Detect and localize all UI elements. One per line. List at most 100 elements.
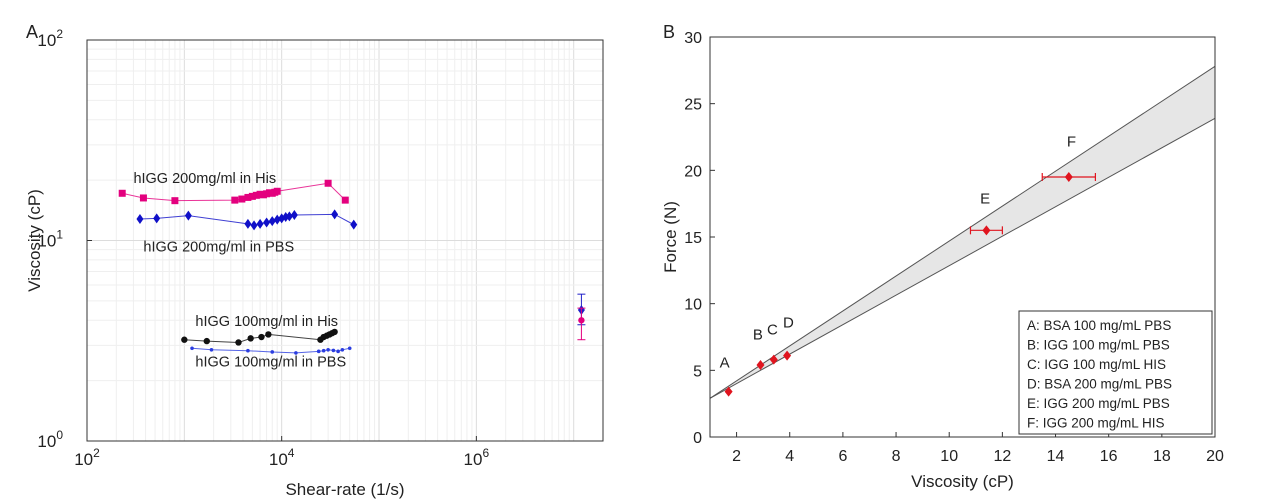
x-tick-label-a: 102 [74,446,100,469]
data-point-a [139,194,147,202]
data-point-a [136,214,144,225]
chart-b: 2 4 6 8 10 12 14 16 18 20 0 5 10 15 20 25 30 Viscosity (c… [661,30,1224,491]
panel-b-label: B [663,22,675,42]
y-axis-label-a: Viscosity (cP) [25,189,44,292]
data-point-b [1064,172,1073,182]
data-point-a [268,216,276,227]
y-tick-label-b: 5 [693,363,702,380]
y-tick-label-a: 100 [37,428,63,451]
legend-box [1018,310,1213,435]
data-point-a [294,351,298,355]
band-upper-line [709,65,1216,399]
x-tick-exponent-a: 4 [288,446,295,460]
data-point-a [321,348,326,353]
x-tick-label-a: 106 [464,446,490,469]
series-annotation-a: hIGG 200mg/ml in PBS [143,240,294,256]
legend-entry: B: IGG 100 mg/mL PBS [1027,338,1170,353]
point-label-b: C [767,321,778,338]
data-point-a [290,210,298,221]
data-point-a [181,336,188,343]
x-tick-label-b: 6 [838,448,847,465]
band-lower-line [709,117,1216,399]
y-tick-label-b: 0 [693,430,702,447]
x-tick-label-b: 14 [1047,448,1065,465]
data-point-a [231,196,239,204]
x-tick-label-b: 10 [940,448,958,465]
data-point-a [347,346,352,351]
x-tick-label-b: 18 [1153,448,1171,465]
x-axis-label-b: Viscosity (cP) [911,472,1014,491]
data-point-b [756,360,765,370]
point-label-b: E [980,191,990,208]
data-point-a [341,196,349,204]
data-point-a [273,214,281,225]
panel-a-label: A [26,22,38,42]
data-point-a [235,339,242,346]
data-point-a [285,211,293,222]
legend-entry: D: BSA 200 mg/mL PBS [1027,377,1172,392]
y-tick-exponent-a: 2 [56,27,63,41]
x-tick-label-b: 2 [732,448,741,465]
data-point-b [982,225,991,236]
data-point-a [326,348,330,352]
y-tick-exponent-a: 0 [56,428,63,442]
data-point-a [209,348,214,352]
x-tick-label-b: 12 [993,448,1011,465]
point-label-b: A [720,355,730,372]
y-tick-label-a: 102 [37,27,63,50]
x-tick-label-b: 16 [1100,448,1118,465]
data-point-a [340,348,345,352]
data-point-a [265,331,272,338]
data-point-b [783,350,792,361]
data-point-a [263,217,271,228]
data-point-a [238,195,246,203]
data-point-a [247,335,254,342]
legend-entry: A: BSA 100 mg/mL PBS [1027,318,1171,333]
legend-entry: F: IGG 200 mg/mL HIS [1027,416,1165,431]
data-point-b [724,386,733,397]
error-point-a [578,317,585,324]
x-tick-label-b: 4 [785,448,794,465]
y-tick-label-b: 15 [684,230,702,247]
y-tick-label-b: 25 [684,97,702,114]
y-tick-label-b: 30 [684,30,702,47]
data-point-a [171,197,179,205]
x-tick-exponent-a: 2 [93,446,100,460]
point-label-b: F [1067,133,1076,150]
data-point-a [184,210,192,221]
data-point-a [350,219,358,230]
data-point-a [270,350,275,354]
data-point-a [331,209,339,220]
data-point-a [203,337,210,345]
data-point-a [246,348,250,353]
data-point-a [256,218,264,229]
data-point-a [273,187,281,195]
y-tick-exponent-a: 1 [56,228,63,242]
series-annotation-a: hIGG 100mg/ml in His [195,314,338,330]
series-annotation-a: hIGG 200mg/ml in His [133,171,276,187]
x-axis-label-a: Shear-rate (1/s) [285,480,404,499]
y-tick-label-b: 10 [684,297,702,314]
data-point-b [769,354,778,365]
y-tick-label-b: 20 [684,163,702,180]
data-point-a [190,346,194,351]
data-point-a [118,189,126,197]
point-label-b: B [753,327,763,344]
data-point-a [258,333,265,341]
data-point-a [248,192,256,200]
data-point-a [331,348,336,353]
legend-entry: E: IGG 200 mg/mL PBS [1027,396,1170,411]
data-point-a [316,349,321,354]
legend-entry: C: IGG 100 mg/mL HIS [1027,357,1166,372]
x-tick-label-b: 8 [892,448,901,465]
x-tick-label-b: 20 [1206,448,1224,465]
point-label-b: D [783,315,794,332]
x-tick-exponent-a: 6 [482,446,489,460]
data-point-a [244,218,252,229]
data-point-a [244,193,252,201]
data-point-a [331,328,338,336]
y-axis-label-b: Force (N) [661,201,680,273]
data-point-a [324,179,332,187]
